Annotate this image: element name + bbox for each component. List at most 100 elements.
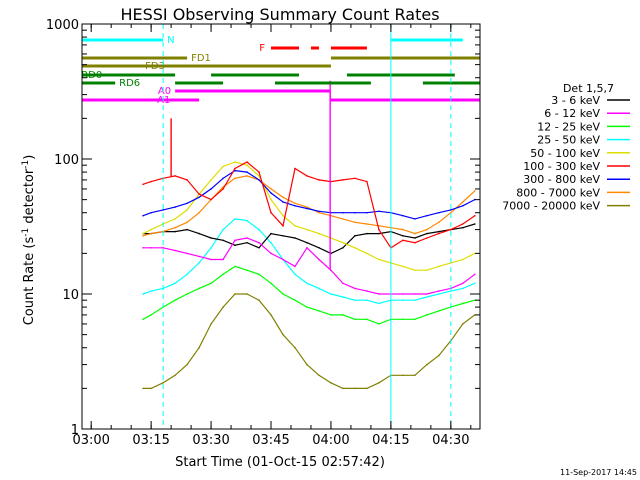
data-point-50-100-kev xyxy=(318,232,320,235)
data-point-25-50-kev xyxy=(306,282,308,285)
x-axis-label: Start Time (01-Oct-15 02:57:42) xyxy=(175,455,385,470)
data-point-25-50-kev xyxy=(402,299,404,302)
data-point-300-800-kev xyxy=(378,210,380,213)
x-tick-label: 03:00 xyxy=(72,433,109,448)
data-point-300-800-kev xyxy=(342,211,344,214)
data-point-100-300-kev xyxy=(174,175,176,177)
data-point-12-25-kev xyxy=(246,269,248,272)
data-point-100-300-kev xyxy=(198,193,200,195)
data-point-3-6-kev xyxy=(246,241,248,244)
data-point-50-100-kev xyxy=(246,164,248,166)
data-point-25-50-kev xyxy=(210,247,212,249)
data-point-800-7000-kev xyxy=(402,228,404,231)
data-point-100-300-kev xyxy=(450,228,452,231)
x-tick-label: 03:15 xyxy=(132,433,169,448)
data-point-800-7000-kev xyxy=(294,202,296,205)
data-point-800-7000-kev xyxy=(318,211,320,214)
data-point-300-800-kev xyxy=(198,196,200,199)
data-point-7000-20000-kev xyxy=(174,374,176,377)
data-point-7000-20000-kev xyxy=(366,387,368,390)
axes-layer: 03:00 03:15 03:30 03:45 04:00 04:15 04:30 1 10 10… xyxy=(46,18,481,448)
state-bar-f: F xyxy=(259,43,367,54)
data-point-100-300-kev xyxy=(186,179,188,181)
data-point-50-100-kev xyxy=(402,265,404,268)
data-point-12-25-kev xyxy=(270,282,272,285)
data-point-800-7000-kev xyxy=(186,221,188,224)
data-point-25-50-kev xyxy=(142,293,144,295)
data-point-800-7000-kev xyxy=(246,175,248,177)
data-point-300-800-kev xyxy=(318,210,320,213)
data-point-6-12-kev xyxy=(354,287,356,290)
data-point-6-12-kev xyxy=(210,258,212,261)
data-point-25-50-kev xyxy=(186,273,188,276)
y-tick-label: 1000 xyxy=(46,18,79,33)
data-point-300-800-kev xyxy=(270,192,272,194)
data-point-800-7000-kev xyxy=(306,206,308,208)
data-point-50-100-kev xyxy=(306,228,308,231)
data-point-7000-20000-kev xyxy=(330,382,332,384)
data-point-50-100-kev xyxy=(282,214,284,217)
data-point-300-800-kev xyxy=(258,179,260,181)
data-point-7000-20000-kev xyxy=(210,323,212,325)
data-point-50-100-kev xyxy=(354,247,356,249)
data-point-6-12-kev xyxy=(306,247,308,249)
data-point-800-7000-kev xyxy=(354,221,356,224)
data-point-7000-20000-kev xyxy=(318,374,320,377)
data-point-50-100-kev xyxy=(142,232,144,235)
data-point-7000-20000-kev xyxy=(402,374,404,377)
data-point-300-800-kev xyxy=(174,206,176,208)
data-point-100-300-kev xyxy=(282,225,284,227)
data-point-3-6-kev xyxy=(342,247,344,249)
data-point-25-50-kev xyxy=(438,293,440,295)
data-point-7000-20000-kev xyxy=(438,354,440,357)
data-point-100-300-kev xyxy=(142,183,144,186)
data-point-7000-20000-kev xyxy=(150,387,152,390)
data-point-100-300-kev xyxy=(414,241,416,244)
data-point-7000-20000-kev xyxy=(222,306,224,308)
data-point-25-50-kev xyxy=(354,299,356,302)
data-point-100-300-kev xyxy=(366,180,368,183)
data-point-3-6-kev xyxy=(282,235,284,237)
data-point-800-7000-kev xyxy=(142,235,144,237)
data-point-3-6-kev xyxy=(294,237,296,239)
state-label-a0: A0 xyxy=(158,86,171,97)
data-point-300-800-kev xyxy=(210,188,212,190)
series-layer xyxy=(142,80,476,390)
data-point-100-300-kev xyxy=(270,211,272,214)
data-point-12-25-kev xyxy=(150,314,152,316)
data-point-100-300-kev xyxy=(462,223,464,225)
data-point-25-50-kev xyxy=(222,228,224,231)
data-point-6-12-kev xyxy=(378,293,380,295)
data-point-6-12-kev xyxy=(426,293,428,295)
state-bar-fd1: FD1 xyxy=(82,53,480,64)
data-point-3-6-kev xyxy=(402,235,404,237)
data-point-7000-20000-kev xyxy=(142,387,144,390)
data-point-12-25-kev xyxy=(282,293,284,295)
data-point-50-100-kev xyxy=(270,198,272,201)
state-bar-rd0: RD0 xyxy=(81,70,455,81)
data-point-3-6-kev xyxy=(366,232,368,235)
data-point-800-7000-kev xyxy=(438,221,440,224)
legend-label-800-7000-kev: 800 - 7000 keV xyxy=(516,186,600,199)
data-point-300-800-kev xyxy=(222,177,224,180)
data-point-100-300-kev xyxy=(342,179,344,181)
data-point-25-50-kev xyxy=(270,241,272,244)
data-point-300-800-kev xyxy=(162,209,164,211)
data-point-7000-20000-kev xyxy=(198,346,200,349)
legend-label-100-300-kev: 100 - 300 keV xyxy=(523,160,600,173)
data-point-300-800-kev xyxy=(150,211,152,214)
state-label-n: N xyxy=(167,35,174,46)
state-label-rd0: RD0 xyxy=(81,70,102,81)
data-point-50-100-kev xyxy=(186,209,188,211)
y-tick-label: 10 xyxy=(62,288,79,303)
data-point-100-300-kev xyxy=(474,214,476,217)
data-point-300-800-kev xyxy=(142,214,144,217)
data-point-800-7000-kev xyxy=(234,177,236,180)
data-point-6-12-kev xyxy=(438,290,440,292)
date-stamp: 11-Sep-2017 14:45 xyxy=(560,468,637,477)
data-point-800-7000-kev xyxy=(150,232,152,235)
data-point-50-100-kev xyxy=(174,218,176,220)
data-point-6-12-kev xyxy=(150,247,152,249)
